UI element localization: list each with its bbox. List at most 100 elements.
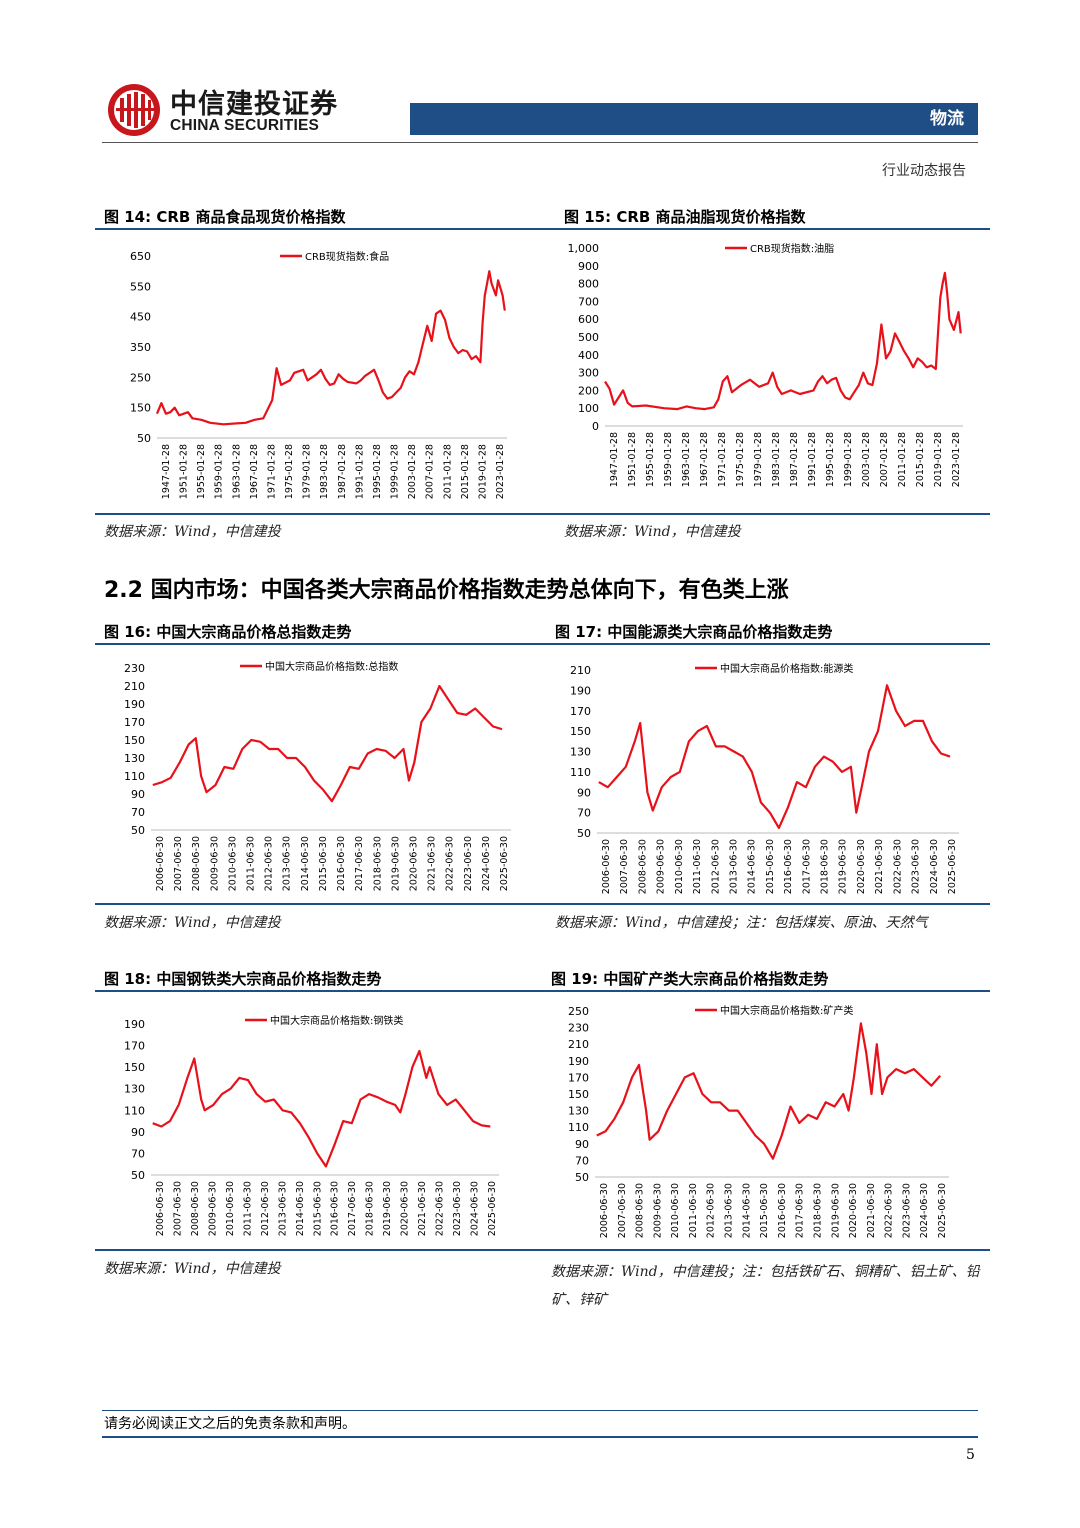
figure-title: 图 18: 中国钢铁类大宗商品价格指数走势	[104, 970, 382, 988]
x-tick-label: 1999-01-28	[390, 444, 401, 499]
company-logo	[106, 82, 162, 138]
y-tick-label: 90	[131, 788, 145, 801]
x-tick-label: 2016-06-30	[330, 1181, 341, 1236]
x-tick-label: 2011-01-28	[897, 432, 908, 487]
x-tick-label: 2016-06-30	[336, 836, 347, 891]
x-tick-label: 1999-01-28	[843, 432, 854, 487]
chart-fig16: 230 210 190 170 150 130 110 90 70 50 2006-06-30 200…	[95, 650, 520, 900]
section-heading: 2.2 国内市场：中国各类大宗商品价格指数走势总体向下，有色类上涨	[104, 578, 789, 603]
x-tick-label: 2010-06-30	[225, 1181, 236, 1236]
x-tick-label: 2023-01-28	[951, 432, 962, 487]
chart-fig15: 1,000 900 800 700 600 500 400 300 200 100 0 1947-01…	[555, 236, 985, 506]
x-tick-label: 1975-01-28	[735, 432, 746, 487]
y-tick-label: 1,000	[568, 242, 600, 255]
x-tick-label: 2015-06-30	[759, 1183, 770, 1238]
y-tick-label: 50	[131, 1169, 145, 1182]
x-tick-label: 1951-01-28	[627, 432, 638, 487]
legend-label: 中国大宗商品价格指数:能源类	[720, 662, 853, 675]
y-tick-label: 170	[124, 716, 145, 729]
x-tick-label: 2006-06-30	[155, 836, 166, 891]
x-tick-label: 2022-06-30	[435, 1181, 446, 1236]
series-line	[152, 684, 503, 803]
x-tick-label: 2009-06-30	[656, 839, 667, 894]
x-tick-label: 2019-01-28	[933, 432, 944, 487]
x-tick-label: 1991-01-28	[807, 432, 818, 487]
figure-bottom-rule	[95, 1249, 990, 1251]
x-tick-label: 2014-06-30	[300, 836, 311, 891]
x-tick-label: 1951-01-28	[179, 444, 190, 499]
x-tick-label: 2015-06-30	[312, 1181, 323, 1236]
figure-source: 数据来源：Wind，中信建投	[104, 1261, 281, 1277]
x-tick-label: 2013-06-30	[277, 1181, 288, 1236]
x-tick-label: 2021-06-30	[417, 1181, 428, 1236]
x-tick-label: 1959-01-28	[663, 432, 674, 487]
chart-svg: 650 550 450 350 250 150 50 1947-01-28 1951-01-28…	[130, 250, 507, 499]
x-tick-label: 2017-06-30	[347, 1181, 358, 1236]
x-tick-label: 2025-06-30	[937, 1183, 948, 1238]
x-tick-label: 2003-01-28	[861, 432, 872, 487]
y-tick-label: 100	[578, 402, 599, 415]
x-tick-label: 2007-06-30	[173, 836, 184, 891]
x-tick-label: 2017-06-30	[354, 836, 365, 891]
figure-top-rule	[95, 228, 990, 230]
legend-label: CRB现货指数:油脂	[750, 242, 834, 255]
report-type: 行业动态报告	[882, 163, 966, 179]
y-tick-label: 170	[568, 1071, 589, 1084]
x-tick-label: 2012-06-30	[710, 839, 721, 894]
x-tick-label: 2012-06-30	[706, 1183, 717, 1238]
x-tick-label: 2017-06-30	[801, 839, 812, 894]
x-tick-label: 1967-01-28	[699, 432, 710, 487]
y-tick-label: 0	[592, 420, 599, 433]
x-tick-label: 2023-06-30	[901, 1183, 912, 1238]
x-tick-label: 2013-06-30	[282, 836, 293, 891]
y-tick-label: 170	[124, 1040, 145, 1053]
x-tick-label: 1963-01-28	[681, 432, 692, 487]
y-tick-label: 550	[130, 280, 151, 293]
x-tick-label: 2010-06-30	[670, 1183, 681, 1238]
chart-svg: 190 170 150 130 110 90 70 50 2006-06-30 2007-06-3…	[124, 1014, 499, 1236]
series-line	[604, 271, 962, 411]
y-tick-label: 800	[578, 278, 599, 291]
x-tick-label: 2007-06-30	[172, 1181, 183, 1236]
chart-fig17: 210 190 170 150 130 110 90 70 50 2006-06-30 2007-0…	[555, 650, 985, 900]
legend-label: 中国大宗商品价格指数:矿产类	[720, 1004, 853, 1017]
y-tick-label: 70	[577, 807, 591, 820]
y-tick-label: 90	[131, 1126, 145, 1139]
chart-fig18: 190 170 150 130 110 90 70 50 2006-06-30 2007-06-3…	[95, 997, 520, 1245]
legend-label: 中国大宗商品价格指数:总指数	[265, 660, 398, 673]
y-tick-label: 110	[124, 1104, 145, 1117]
x-tick-label: 2014-06-30	[747, 839, 758, 894]
x-tick-label: 2009-06-30	[207, 1181, 218, 1236]
x-tick-label: 2011-06-30	[692, 839, 703, 894]
figure-title: 图 19: 中国矿产类大宗商品价格指数走势	[551, 970, 829, 988]
x-tick-label: 2022-06-30	[892, 839, 903, 894]
x-tick-label: 2015-06-30	[318, 836, 329, 891]
x-tick-label: 2018-06-30	[820, 839, 831, 894]
y-tick-label: 350	[130, 341, 151, 354]
x-tick-label: 2018-06-30	[372, 836, 383, 891]
x-tick-label: 2025-06-30	[499, 836, 510, 891]
series-line	[598, 684, 951, 829]
chart-svg: 1,000 900 800 700 600 500 400 300 200 100 0 1947-01…	[568, 242, 963, 487]
y-tick-label: 190	[124, 1018, 145, 1031]
y-tick-label: 900	[578, 260, 599, 273]
header-rule	[102, 142, 978, 143]
x-tick-label: 1987-01-28	[337, 444, 348, 499]
y-tick-label: 110	[568, 1121, 589, 1134]
x-tick-label: 2006-06-30	[601, 839, 612, 894]
x-tick-label: 2014-06-30	[295, 1181, 306, 1236]
x-tick-label: 2011-06-30	[246, 836, 257, 891]
legend-label: CRB现货指数:食品	[305, 250, 389, 263]
footer-disclaimer: 请务必阅读正文之后的免责条款和声明。	[104, 1416, 356, 1432]
x-tick-label: 1975-01-28	[284, 444, 295, 499]
y-tick-label: 50	[575, 1171, 589, 1184]
x-tick-label: 2019-06-30	[390, 836, 401, 891]
x-tick-label: 2008-06-30	[637, 839, 648, 894]
figure-title: 图 15: CRB 商品油脂现货价格指数	[564, 208, 806, 226]
x-tick-label: 1995-01-28	[372, 444, 383, 499]
x-tick-label: 2022-06-30	[884, 1183, 895, 1238]
figure-source: 数据来源：Wind，中信建投；注：包括铁矿石、铜精矿、铝土矿、铅矿、锌矿	[551, 1264, 980, 1308]
x-tick-label: 2013-06-30	[724, 1183, 735, 1238]
y-tick-label: 190	[570, 684, 591, 697]
x-tick-label: 2025-06-30	[487, 1181, 498, 1236]
